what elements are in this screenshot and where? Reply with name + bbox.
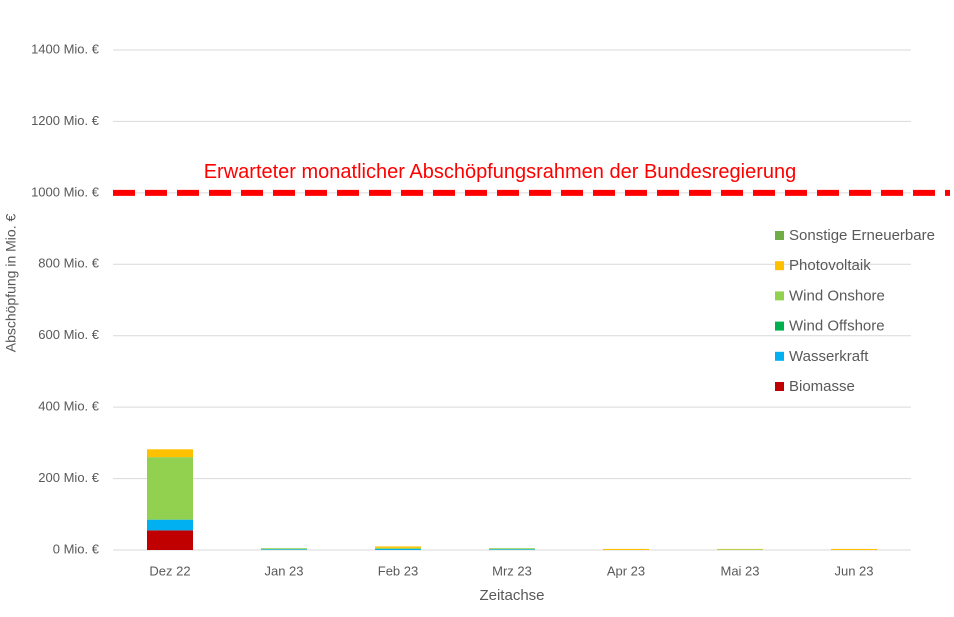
- legend-label: Biomasse: [789, 378, 855, 395]
- y-tick-label: 200 Mio. €: [38, 470, 99, 485]
- bar-segment: [261, 549, 307, 550]
- legend-label: Sonstige Erneuerbare: [789, 227, 935, 244]
- bar-segment: [375, 547, 421, 549]
- y-tick-label: 1200 Mio. €: [31, 113, 100, 128]
- bar-segment: [375, 546, 421, 548]
- y-tick-label: 1400 Mio. €: [31, 41, 100, 56]
- x-tick-label: Mai 23: [720, 563, 759, 578]
- x-tick-label: Apr 23: [607, 563, 645, 578]
- legend-swatch: [775, 351, 784, 361]
- y-tick-label: 400 Mio. €: [38, 399, 99, 414]
- bar-segment: [147, 457, 193, 520]
- bar-segment: [831, 548, 877, 550]
- x-tick-label: Mrz 23: [492, 563, 532, 578]
- bar-segment: [261, 548, 307, 550]
- bar-segment: [375, 548, 421, 550]
- legend-label: Wind Onshore: [789, 287, 885, 304]
- y-axis-title: Abschöpfung in Mio. €: [3, 214, 19, 353]
- x-tick-label: Feb 23: [378, 563, 418, 578]
- bar-segment: [603, 548, 649, 550]
- legend-label: Wind Offshore: [789, 318, 885, 335]
- legend-swatch: [775, 231, 784, 240]
- legend-label: Photovoltaik: [789, 257, 871, 274]
- legend-swatch: [775, 321, 784, 331]
- bar-segment: [147, 519, 193, 531]
- y-tick-label: 0 Mio. €: [53, 541, 100, 556]
- bar-segment: [717, 549, 763, 550]
- legend-label: Wasserkraft: [789, 348, 869, 365]
- bar-segment: [489, 549, 535, 550]
- bar-segment: [489, 548, 535, 550]
- x-axis-title: Zeitachse: [479, 587, 544, 604]
- legend-swatch: [775, 291, 784, 301]
- x-tick-label: Jun 23: [834, 563, 873, 578]
- legend-swatch: [775, 382, 784, 391]
- x-tick-label: Dez 22: [149, 563, 190, 578]
- x-tick-label: Jan 23: [264, 563, 303, 578]
- bar-segment: [147, 449, 193, 458]
- y-tick-label: 600 Mio. €: [38, 327, 99, 342]
- y-tick-label: 800 Mio. €: [38, 256, 99, 271]
- reference-label: Erwarteter monatlicher Abschöpfungsrahme…: [204, 161, 797, 183]
- legend-swatch: [775, 261, 784, 271]
- y-tick-label: 1000 Mio. €: [31, 184, 100, 199]
- bar-segment: [147, 530, 193, 550]
